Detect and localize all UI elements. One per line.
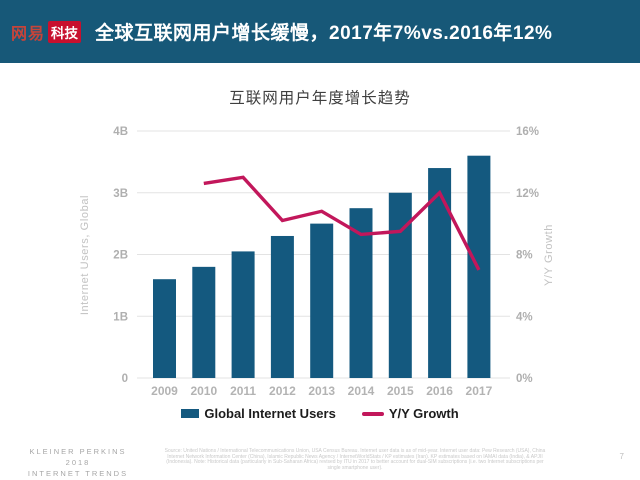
bar-2012 — [270, 235, 294, 378]
x-axis-label: 2014 — [348, 384, 375, 398]
left-axis-tick: 4B — [113, 126, 128, 138]
legend-label: Global Internet Users — [204, 406, 336, 421]
legend-item-yy-growth: Y/Y Growth — [361, 406, 459, 421]
kleiner-perkins-brand: KLEINER PERKINS 2018 INTERNET TRENDS — [8, 447, 148, 480]
right-axis-tick: 16% — [516, 126, 539, 138]
x-axis-label: 2009 — [151, 384, 178, 398]
right-axis-title: Y/Y Growth — [543, 224, 555, 286]
right-axis-tick: 8% — [516, 250, 533, 262]
right-axis-tick: 4% — [516, 311, 533, 323]
line-series-swatch — [361, 411, 384, 416]
x-axis-label: 2015 — [387, 384, 414, 398]
x-axis-label: 2010 — [190, 384, 217, 398]
bar-2011 — [231, 251, 255, 378]
page-number: 7 — [619, 452, 624, 461]
x-axis-label: 2011 — [230, 384, 256, 398]
left-axis-tick: 3B — [113, 188, 128, 200]
x-axis-label: 2017 — [466, 384, 493, 398]
slide-title: 全球互联网用户增长缓慢，2017年7%vs.2016年12% — [95, 23, 553, 44]
left-axis-tick: 1B — [113, 311, 128, 323]
bar-2013 — [310, 223, 334, 378]
tech-badge: 科技 — [48, 20, 82, 43]
netease-logo-text: 网易 — [11, 25, 46, 43]
netease-tech-logo: 网易 科技 — [11, 20, 82, 44]
chart-title: 互联网用户年度增长趋势 — [229, 90, 411, 107]
bar-series-swatch — [181, 409, 200, 418]
x-axis-label: 2013 — [308, 384, 335, 398]
right-axis-tick: 0% — [516, 373, 533, 385]
left-axis-tick: 2B — [113, 250, 128, 262]
brand-line: 2018 — [65, 457, 91, 467]
bar-2016 — [428, 168, 452, 378]
header-bar: 网易 科技 全球互联网用户增长缓慢，2017年7%vs.2016年12% — [0, 0, 640, 63]
bar-2015 — [388, 192, 412, 378]
brand-line: INTERNET TRENDS — [27, 468, 129, 478]
right-axis-tick: 12% — [516, 188, 539, 200]
legend-item-global-internet-users: Global Internet Users — [181, 406, 336, 421]
bar-2014 — [349, 208, 373, 378]
bar-2010 — [192, 266, 216, 378]
left-axis-title: Internet Users, Global — [79, 195, 91, 315]
left-axis-tick: 0 — [122, 373, 128, 385]
chart-legend: Global Internet Users Y/Y Growth — [0, 406, 640, 421]
x-axis-label: 2012 — [269, 384, 296, 398]
brand-line: KLEINER PERKINS — [29, 447, 127, 456]
x-axis-label: 2016 — [426, 384, 453, 398]
source-note: Source: United Nations / International T… — [164, 448, 546, 471]
yy-growth-line — [203, 175, 481, 271]
legend-label: Y/Y Growth — [388, 406, 459, 421]
bar-2009 — [153, 279, 176, 378]
